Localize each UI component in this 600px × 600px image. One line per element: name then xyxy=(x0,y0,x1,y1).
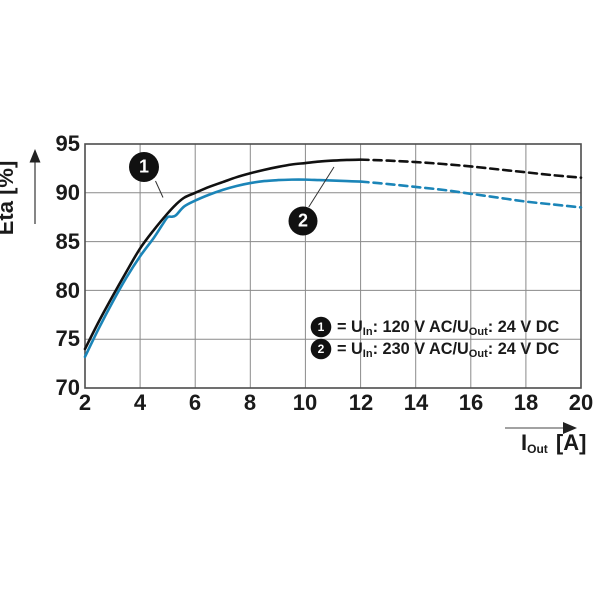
svg-text:20: 20 xyxy=(569,390,593,415)
svg-text:IOut [A]: IOut [A] xyxy=(521,430,586,456)
svg-text:85: 85 xyxy=(56,229,80,254)
svg-text:1: 1 xyxy=(318,320,325,334)
svg-text:2: 2 xyxy=(79,390,91,415)
svg-text:70: 70 xyxy=(56,375,80,400)
svg-text:8: 8 xyxy=(244,390,256,415)
svg-text:95: 95 xyxy=(56,131,80,156)
svg-text:4: 4 xyxy=(134,390,147,415)
svg-text:16: 16 xyxy=(459,390,483,415)
svg-text:= UIn: 120 V AC/UOut: 24 V DC: = UIn: 120 V AC/UOut: 24 V DC xyxy=(337,318,559,338)
svg-text:12: 12 xyxy=(349,390,373,415)
svg-text:1: 1 xyxy=(139,157,149,177)
svg-text:6: 6 xyxy=(189,390,201,415)
svg-text:90: 90 xyxy=(56,180,80,205)
svg-text:75: 75 xyxy=(56,326,80,351)
svg-text:= UIn: 230 V AC/UOut: 24 V DC: = UIn: 230 V AC/UOut: 24 V DC xyxy=(337,340,559,360)
svg-text:10: 10 xyxy=(293,390,317,415)
svg-text:Eta [%]: Eta [%] xyxy=(0,161,18,236)
svg-text:80: 80 xyxy=(56,278,80,303)
svg-text:2: 2 xyxy=(298,211,308,231)
svg-text:14: 14 xyxy=(404,390,429,415)
svg-text:18: 18 xyxy=(514,390,538,415)
svg-text:2: 2 xyxy=(318,342,325,356)
